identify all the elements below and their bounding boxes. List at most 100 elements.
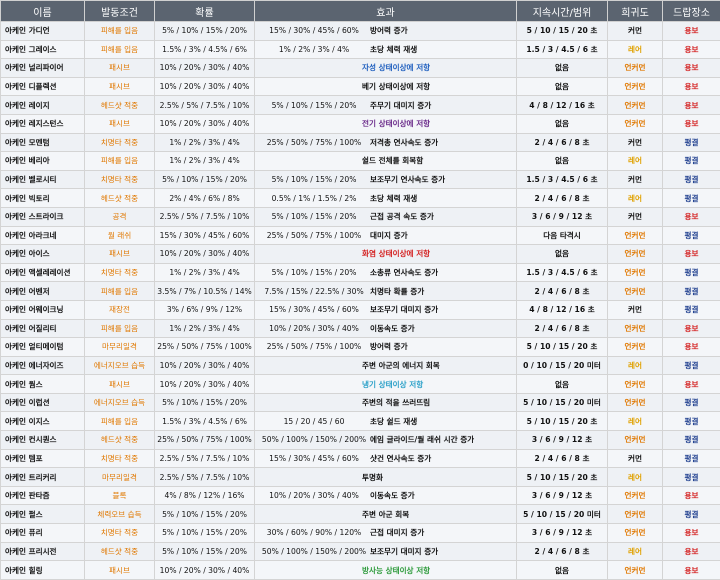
cell-rarity: 언커먼 <box>608 114 663 133</box>
cell-condition: 패시브 <box>85 561 155 580</box>
cell-probability: 10% / 20% / 30% / 40% <box>155 375 255 394</box>
cell-name: 아케인 레이지 <box>1 96 85 115</box>
cell-drop: 용보 <box>663 96 720 115</box>
effect-text: 주변 아군의 에너지 회복 <box>362 361 440 370</box>
cell-duration: 2 / 4 / 6 / 8 초 <box>517 133 608 152</box>
cell-condition: 피해를 입음 <box>85 22 155 41</box>
cell-drop: 평결 <box>663 170 720 189</box>
cell-duration: 2 / 4 / 6 / 8 초 <box>517 189 608 208</box>
cell-condition: 패시브 <box>85 375 155 394</box>
effect-text: 초당 체력 재생 <box>370 194 417 203</box>
cell-condition: 패시브 <box>85 59 155 78</box>
cell-rarity: 레어 <box>608 40 663 59</box>
header-effect: 효과 <box>255 1 517 22</box>
effect-value: 15% / 30% / 45% / 60% <box>258 454 370 463</box>
effect-text: 보조무기 연사속도 증가 <box>370 175 445 184</box>
effect-value: 5% / 10% / 15% / 20% <box>258 101 370 110</box>
effect-text: 샷건 연사속도 증가 <box>370 454 431 463</box>
effect-value: 7.5% / 15% / 22.5% / 30% <box>258 287 370 296</box>
effect-value: 5% / 10% / 15% / 20% <box>258 212 370 221</box>
cell-name: 아케인 템포 <box>1 449 85 468</box>
cell-drop: 평결 <box>663 133 720 152</box>
effect-value: 15% / 30% / 45% / 60% <box>258 305 370 314</box>
cell-rarity: 언커먼 <box>608 431 663 450</box>
cell-duration: 없음 <box>517 59 608 78</box>
cell-effect: 투명화 <box>255 468 517 487</box>
effect-value: 25% / 50% / 75% / 100% <box>258 231 370 240</box>
effect-value: 30% / 60% / 90% / 120% <box>258 528 370 537</box>
cell-rarity: 레어 <box>608 542 663 561</box>
cell-rarity: 언커먼 <box>608 226 663 245</box>
cell-duration: 없음 <box>517 245 608 264</box>
effect-value: 15% / 30% / 45% / 60% <box>258 26 370 35</box>
cell-rarity: 레어 <box>608 356 663 375</box>
cell-condition: 헤드샷 적중 <box>85 431 155 450</box>
cell-name: 아케인 힐링 <box>1 561 85 580</box>
cell-effect: 50% / 100% / 150% / 200%보조무기 대미지 증가 <box>255 542 517 561</box>
cell-condition: 체력오브 습득 <box>85 505 155 524</box>
cell-name: 아케인 웜스 <box>1 375 85 394</box>
cell-condition: 에너지오브 습득 <box>85 356 155 375</box>
cell-effect: 베기 상태이상에 저항 <box>255 77 517 96</box>
cell-duration: 3 / 6 / 9 / 12 초 <box>517 431 608 450</box>
cell-effect: 방사능 상태이상 저항 <box>255 561 517 580</box>
cell-drop: 용보 <box>663 77 720 96</box>
cell-probability: 5% / 10% / 15% / 20% <box>155 505 255 524</box>
cell-duration: 없음 <box>517 114 608 133</box>
cell-name: 아케인 레지스턴스 <box>1 114 85 133</box>
cell-name: 아케인 벨로시티 <box>1 170 85 189</box>
cell-effect: 자성 상태이상에 저항 <box>255 59 517 78</box>
effect-text: 투명화 <box>362 473 383 482</box>
cell-duration: 5 / 10 / 15 / 20 초 <box>517 412 608 431</box>
cell-name: 아케인 빅토리 <box>1 189 85 208</box>
cell-rarity: 커먼 <box>608 170 663 189</box>
cell-rarity: 언커먼 <box>608 77 663 96</box>
cell-probability: 10% / 20% / 30% / 40% <box>155 114 255 133</box>
cell-effect: 5% / 10% / 15% / 20%근접 공격 속도 증가 <box>255 207 517 226</box>
cell-duration: 5 / 10 / 15 / 20 초 <box>517 22 608 41</box>
effect-value: 1% / 2% / 3% / 4% <box>258 45 370 54</box>
cell-rarity: 레어 <box>608 152 663 171</box>
cell-probability: 10% / 20% / 30% / 40% <box>155 356 255 375</box>
cell-condition: 월 래쉬 <box>85 226 155 245</box>
cell-duration: 3 / 6 / 9 / 12 초 <box>517 524 608 543</box>
cell-condition: 헤드샷 적중 <box>85 96 155 115</box>
cell-drop: 용보 <box>663 319 720 338</box>
cell-duration: 없음 <box>517 152 608 171</box>
cell-drop: 평결 <box>663 189 720 208</box>
cell-effect: 15% / 30% / 45% / 60%보조무기 대미지 증가 <box>255 300 517 319</box>
cell-condition: 에너지오브 습득 <box>85 393 155 412</box>
cell-probability: 15% / 30% / 45% / 60% <box>155 226 255 245</box>
effect-value: 50% / 100% / 150% / 200% <box>258 547 370 556</box>
effect-text: 방어력 증가 <box>370 342 408 351</box>
cell-probability: 1% / 2% / 3% / 4% <box>155 152 255 171</box>
cell-effect: 전기 상태이상에 저항 <box>255 114 517 133</box>
cell-probability: 1.5% / 3% / 4.5% / 6% <box>155 412 255 431</box>
cell-effect: 5% / 10% / 15% / 20%소총류 연사속도 증가 <box>255 263 517 282</box>
cell-duration: 3 / 6 / 9 / 12 초 <box>517 207 608 226</box>
cell-effect: 50% / 100% / 150% / 200%에임 글라이드/월 래쉬 시간 … <box>255 431 517 450</box>
effect-value: 15 / 20 / 45 / 60 <box>258 417 370 426</box>
cell-rarity: 레어 <box>608 468 663 487</box>
cell-probability: 4% / 8% / 12% / 16% <box>155 486 255 505</box>
cell-rarity: 레어 <box>608 189 663 208</box>
cell-rarity: 언커먼 <box>608 282 663 301</box>
effect-text: 대미지 증가 <box>370 231 408 240</box>
cell-rarity: 언커먼 <box>608 319 663 338</box>
cell-name: 아케인 스트라이크 <box>1 207 85 226</box>
cell-name: 아케인 펄스 <box>1 505 85 524</box>
cell-duration: 5 / 10 / 15 / 20 미터 <box>517 393 608 412</box>
cell-drop: 평결 <box>663 356 720 375</box>
